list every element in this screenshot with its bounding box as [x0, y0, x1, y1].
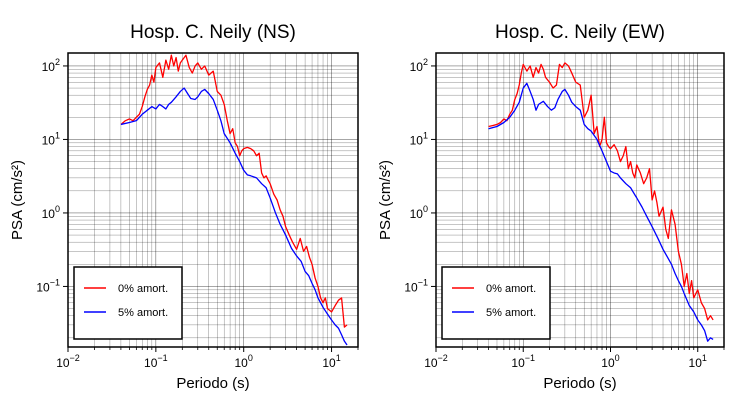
x-axis-label: Periodo (s)	[543, 375, 616, 392]
y-tick-label: 100	[410, 204, 428, 221]
tick-exponent: 0	[55, 204, 60, 214]
legend-label: 0% amort.	[118, 283, 168, 295]
series-group	[488, 62, 714, 342]
tick-exponent: 0	[423, 204, 428, 214]
y-tick-label: 100	[42, 204, 60, 221]
tick-base: 10	[36, 280, 50, 294]
series-line-5pct	[120, 87, 348, 346]
x-axis-label: Periodo (s)	[176, 375, 249, 392]
tick-base: 10	[144, 356, 158, 370]
y-tick-label: 101	[42, 130, 60, 147]
tick-exponent: 1	[336, 353, 341, 363]
x-tick-label: 101	[322, 353, 340, 370]
tick-base: 10	[410, 60, 424, 74]
tick-exponent: 2	[423, 57, 428, 67]
x-axis: 10−2 10−1 100 101	[56, 347, 359, 370]
series-line-5pct	[488, 82, 714, 342]
tick-base: 10	[42, 133, 56, 147]
grid	[67, 53, 359, 347]
y-axis-label: PSA (cm/s²)	[9, 160, 26, 240]
tick-base: 10	[410, 133, 424, 147]
tick-exponent: −1	[418, 277, 428, 287]
tick-exponent: 1	[55, 130, 60, 140]
y-tick-label: 101	[410, 130, 428, 147]
series-line-0pct	[488, 62, 714, 321]
tick-exponent: −1	[525, 353, 535, 363]
x-tick-label: 100	[601, 353, 619, 370]
tick-exponent: −1	[157, 353, 167, 363]
tick-base: 10	[322, 356, 336, 370]
tick-base: 10	[410, 207, 424, 221]
tick-base: 10	[689, 356, 703, 370]
tick-base: 10	[235, 356, 249, 370]
tick-base: 10	[56, 356, 70, 370]
chart-title: Hosp. C. Neily (NS)	[130, 22, 296, 43]
tick-base: 10	[424, 356, 438, 370]
series-group	[120, 54, 348, 346]
legend-label: 5% amort.	[486, 307, 536, 319]
y-tick-label: 102	[42, 57, 60, 74]
legend-box	[441, 266, 551, 340]
legend: 0% amort. 5% amort.	[441, 266, 551, 340]
tick-base: 10	[511, 356, 525, 370]
legend: 0% amort. 5% amort.	[73, 266, 183, 340]
y-tick-label: 10−1	[36, 277, 60, 294]
legend-box	[73, 266, 183, 340]
tick-exponent: 2	[55, 57, 60, 67]
tick-base: 10	[601, 356, 615, 370]
legend-label: 0% amort.	[486, 283, 536, 295]
tick-exponent: −2	[438, 353, 448, 363]
series-line-0pct	[120, 54, 348, 328]
x-tick-label: 10−1	[511, 353, 535, 370]
x-tick-label: 10−2	[424, 353, 448, 370]
tick-base: 10	[404, 280, 418, 294]
tick-base: 10	[42, 207, 56, 221]
tick-base: 10	[42, 60, 56, 74]
legend-label: 5% amort.	[118, 307, 168, 319]
plot-frame	[435, 52, 725, 348]
tick-exponent: 1	[702, 353, 707, 363]
x-tick-label: 10−1	[144, 353, 168, 370]
y-axis-label: PSA (cm/s²)	[377, 160, 394, 240]
tick-exponent: −1	[50, 277, 60, 287]
plot-frame	[67, 52, 359, 348]
y-tick-label: 102	[410, 57, 428, 74]
x-axis: 10−2 10−1 100 101	[424, 347, 725, 370]
tick-exponent: −2	[70, 353, 80, 363]
y-tick-label: 10−1	[404, 277, 428, 294]
tick-exponent: 1	[423, 130, 428, 140]
x-tick-label: 10−2	[56, 353, 80, 370]
tick-exponent: 0	[248, 353, 253, 363]
tick-exponent: 0	[615, 353, 620, 363]
x-tick-label: 101	[689, 353, 707, 370]
x-tick-label: 100	[235, 353, 253, 370]
chart-title: Hosp. C. Neily (EW)	[495, 22, 665, 43]
